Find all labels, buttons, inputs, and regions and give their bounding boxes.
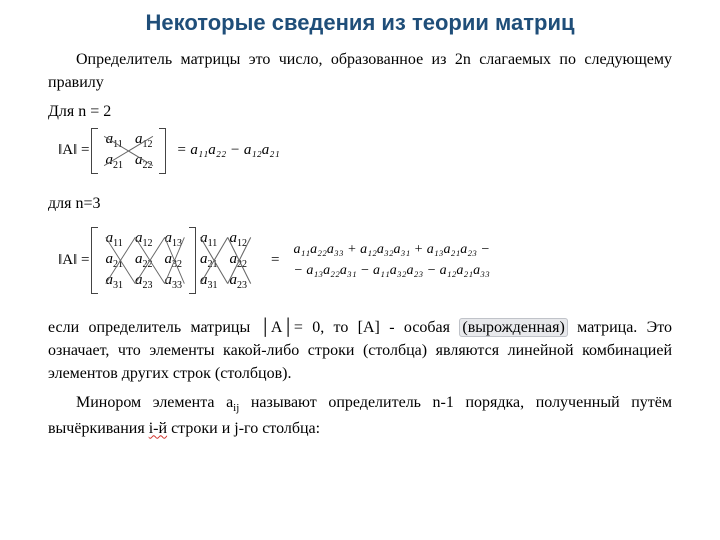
paragraph-n3-label: для n=3: [48, 192, 672, 215]
paragraph-singular: если определитель матрицы │А│= 0, то [A]…: [48, 316, 672, 386]
eq2-rhs: = a₁₁a₂₂ − a₁₂a₂₁: [176, 139, 279, 162]
page: Некоторые сведения из теории матриц Опре…: [0, 0, 720, 540]
eq3-rhs-line1: a₁₁a₂₂a₃₃ + a₁₂a₃₂a₃₁ + a₁₃a₂₁a₂₃ −: [293, 239, 489, 260]
eq3-eq: =: [271, 252, 279, 269]
equation-2x2: ‖A‖ = a11a12 a21a22 = a₁₁a₂₂ − a₁₂a₂₁: [58, 130, 672, 172]
matrix-2x2: a11a12 a21a22: [95, 130, 162, 172]
equation-3x3: ‖A‖ = a11a12a13 a21a22a32 a31a23a33 a11a…: [58, 229, 672, 292]
p5-before: Минором элемента a: [76, 394, 233, 411]
eq3-rhs: a₁₁a₂₂a₃₃ + a₁₂a₃₂a₃₁ + a₁₃a₂₁a₂₃ − − a₁…: [293, 239, 489, 281]
highlight-degenerate: (вырожденная): [459, 318, 567, 337]
paragraph-minor: Минором элемента aij называют определите…: [48, 391, 672, 440]
matrix-3x3: a11a12a13 a21a22a32 a31a23a33: [95, 229, 192, 292]
eq3-rhs-line2: − a₁₃a₂₂a₃₁ − a₁₁a₃₂a₂₃ − a₁₂a₂₁a₃₃: [293, 260, 489, 281]
paragraph-intro: Определитель матрицы это число, образова…: [48, 48, 672, 94]
spell-iy: i-й: [149, 420, 167, 437]
matrix-3x3-ext: a11a12 a21a22 a31a23: [190, 229, 257, 292]
eq3-lhs: ‖A‖ =: [58, 252, 89, 269]
paragraph-n2-label: Для n = 2: [48, 100, 672, 123]
eq2-lhs: ‖A‖ =: [58, 142, 89, 159]
p4-before: если определитель матрицы │А│= 0, то [A]…: [48, 319, 459, 336]
page-title: Некоторые сведения из теории матриц: [48, 10, 672, 36]
p5-after: строки и j-го столбца:: [167, 420, 320, 437]
